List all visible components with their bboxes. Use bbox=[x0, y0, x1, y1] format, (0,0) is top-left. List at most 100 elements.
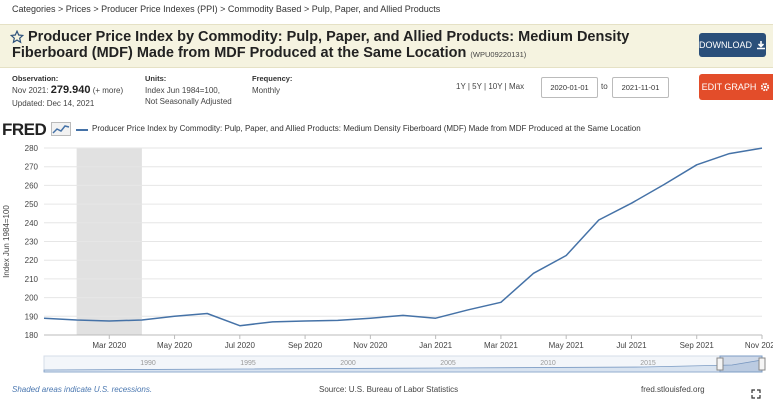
x-tick-label: May 2021 bbox=[549, 341, 585, 350]
y-axis-label: Index Jun 1984=100 bbox=[2, 205, 11, 278]
y-tick-label: 210 bbox=[25, 275, 39, 284]
start-date-input[interactable]: 2020-01-01 bbox=[541, 77, 598, 98]
recession-note: Shaded areas indicate U.S. recessions. bbox=[12, 385, 153, 394]
units-line-1: Index Jun 1984=100, bbox=[145, 86, 220, 95]
data-point[interactable] bbox=[271, 321, 274, 324]
range-5y[interactable]: 5Y bbox=[472, 82, 482, 91]
range-links: 1Y | 5Y | 10Y | Max bbox=[456, 82, 525, 91]
data-point[interactable] bbox=[467, 308, 470, 311]
data-point[interactable] bbox=[500, 301, 503, 304]
data-point[interactable] bbox=[369, 317, 372, 320]
download-icon bbox=[757, 41, 766, 50]
gear-icon bbox=[761, 82, 770, 92]
download-button[interactable]: DOWNLOAD bbox=[699, 33, 766, 57]
fred-chart-logo-icon bbox=[51, 122, 71, 136]
observation-period: Nov 2021: bbox=[12, 86, 49, 95]
series-header bbox=[0, 24, 773, 68]
breadcrumb-item-commodity[interactable]: Commodity Based bbox=[227, 4, 302, 14]
x-tick-label: Jan 2021 bbox=[419, 341, 452, 350]
observation-label: Observation: bbox=[12, 74, 59, 83]
data-point[interactable] bbox=[238, 324, 241, 327]
end-date-input[interactable]: 2021-11-01 bbox=[612, 77, 669, 98]
y-tick-label: 250 bbox=[25, 200, 39, 209]
star-icon[interactable] bbox=[10, 30, 24, 44]
data-point[interactable] bbox=[173, 315, 176, 318]
observation-value: Nov 2021: 279.940 (+ more) bbox=[12, 85, 123, 96]
range-1y[interactable]: 1Y bbox=[456, 82, 466, 91]
data-point[interactable] bbox=[141, 319, 144, 322]
units-label: Units: bbox=[145, 74, 167, 83]
x-tick-label: Mar 2020 bbox=[92, 341, 126, 350]
y-tick-label: 260 bbox=[25, 181, 39, 190]
site-link[interactable]: fred.stlouisfed.org bbox=[641, 385, 705, 394]
breadcrumb-item-pulp-paper[interactable]: Pulp, Paper, and Allied Products bbox=[311, 4, 441, 14]
y-tick-label: 280 bbox=[25, 144, 39, 153]
navigator-right-handle[interactable] bbox=[758, 357, 766, 371]
y-tick-label: 270 bbox=[25, 163, 39, 172]
legend-swatch bbox=[76, 129, 88, 131]
data-point[interactable] bbox=[434, 317, 437, 320]
y-tick-label: 240 bbox=[25, 219, 39, 228]
to-label: to bbox=[601, 82, 608, 91]
x-tick-label: Sep 2020 bbox=[288, 341, 323, 350]
edit-graph-button-label: EDIT GRAPH bbox=[701, 82, 757, 92]
data-point[interactable] bbox=[108, 320, 111, 323]
page-title: Producer Price Index by Commodity: Pulp,… bbox=[12, 29, 682, 63]
y-tick-label: 220 bbox=[25, 256, 39, 265]
breadcrumb: Categories > Prices > Producer Price Ind… bbox=[12, 4, 441, 14]
range-10y[interactable]: 10Y bbox=[488, 82, 503, 91]
data-point[interactable] bbox=[336, 319, 339, 322]
navigator-tick-label: 1995 bbox=[240, 360, 256, 367]
frequency-value: Monthly bbox=[252, 86, 281, 95]
x-tick-label: May 2020 bbox=[157, 341, 193, 350]
observation-more-link[interactable]: (+ more) bbox=[92, 86, 124, 95]
data-point[interactable] bbox=[206, 312, 209, 315]
fred-logo[interactable]: FRED bbox=[2, 120, 47, 139]
data-point[interactable] bbox=[532, 272, 535, 275]
fullscreen-icon[interactable] bbox=[751, 389, 761, 399]
units-line-2: Not Seasonally Adjusted bbox=[145, 97, 232, 106]
data-point[interactable] bbox=[695, 163, 698, 166]
breadcrumb-item-prices[interactable]: Prices bbox=[65, 4, 91, 14]
data-point[interactable] bbox=[663, 183, 666, 186]
updated-date: Updated: Dec 14, 2021 bbox=[12, 99, 95, 108]
frequency-label: Frequency: bbox=[252, 74, 293, 83]
x-tick-label: Jul 2020 bbox=[225, 341, 256, 350]
line-chart[interactable]: 180 190 200 210 220 230 240 250 260 270 280 Mar 202… bbox=[0, 138, 773, 381]
x-tick-label: Sep 2021 bbox=[680, 341, 715, 350]
navigator-tick-label: 2005 bbox=[440, 360, 456, 367]
x-tick-label: Nov 2020 bbox=[353, 341, 388, 350]
page-title-text: Producer Price Index by Commodity: Pulp,… bbox=[12, 29, 630, 61]
x-tick-label: Jul 2021 bbox=[616, 341, 647, 350]
series-line[interactable] bbox=[43, 147, 763, 327]
data-point[interactable] bbox=[75, 319, 78, 322]
navigator-tick-label: 1990 bbox=[140, 360, 156, 367]
range-max[interactable]: Max bbox=[508, 82, 525, 91]
navigator-tick-label: 2000 bbox=[340, 360, 356, 367]
y-tick-label: 190 bbox=[25, 312, 39, 321]
data-point[interactable] bbox=[630, 202, 633, 205]
navigator-selection[interactable] bbox=[719, 355, 763, 373]
observation-number: 279.940 bbox=[50, 84, 91, 96]
download-button-label: DOWNLOAD bbox=[699, 40, 753, 50]
data-point[interactable] bbox=[728, 152, 731, 155]
x-tick-label: Mar 2021 bbox=[484, 341, 518, 350]
data-point[interactable] bbox=[43, 317, 46, 320]
legend-entry: Producer Price Index by Commodity: Pulp,… bbox=[92, 124, 641, 133]
data-point[interactable] bbox=[761, 147, 764, 150]
navigator-tick-label: 2015 bbox=[640, 360, 656, 367]
source-note: Source: U.S. Bureau of Labor Statistics bbox=[319, 385, 459, 394]
data-point[interactable] bbox=[565, 254, 568, 257]
navigator-left-handle[interactable] bbox=[716, 357, 724, 371]
breadcrumb-item-categories[interactable]: Categories bbox=[12, 4, 56, 14]
navigator-tick-label: 2010 bbox=[540, 360, 556, 367]
y-tick-label: 180 bbox=[25, 331, 39, 340]
breadcrumb-item-ppi[interactable]: Producer Price Indexes (PPI) bbox=[101, 4, 218, 14]
edit-graph-button[interactable]: EDIT GRAPH bbox=[699, 74, 773, 100]
x-tick-label: Nov 2021 bbox=[745, 341, 773, 350]
data-point[interactable] bbox=[402, 314, 405, 317]
series-id: (WPU09220131) bbox=[470, 50, 527, 59]
data-point[interactable] bbox=[597, 219, 600, 222]
y-tick-label: 230 bbox=[25, 238, 39, 247]
data-point[interactable] bbox=[304, 320, 307, 323]
